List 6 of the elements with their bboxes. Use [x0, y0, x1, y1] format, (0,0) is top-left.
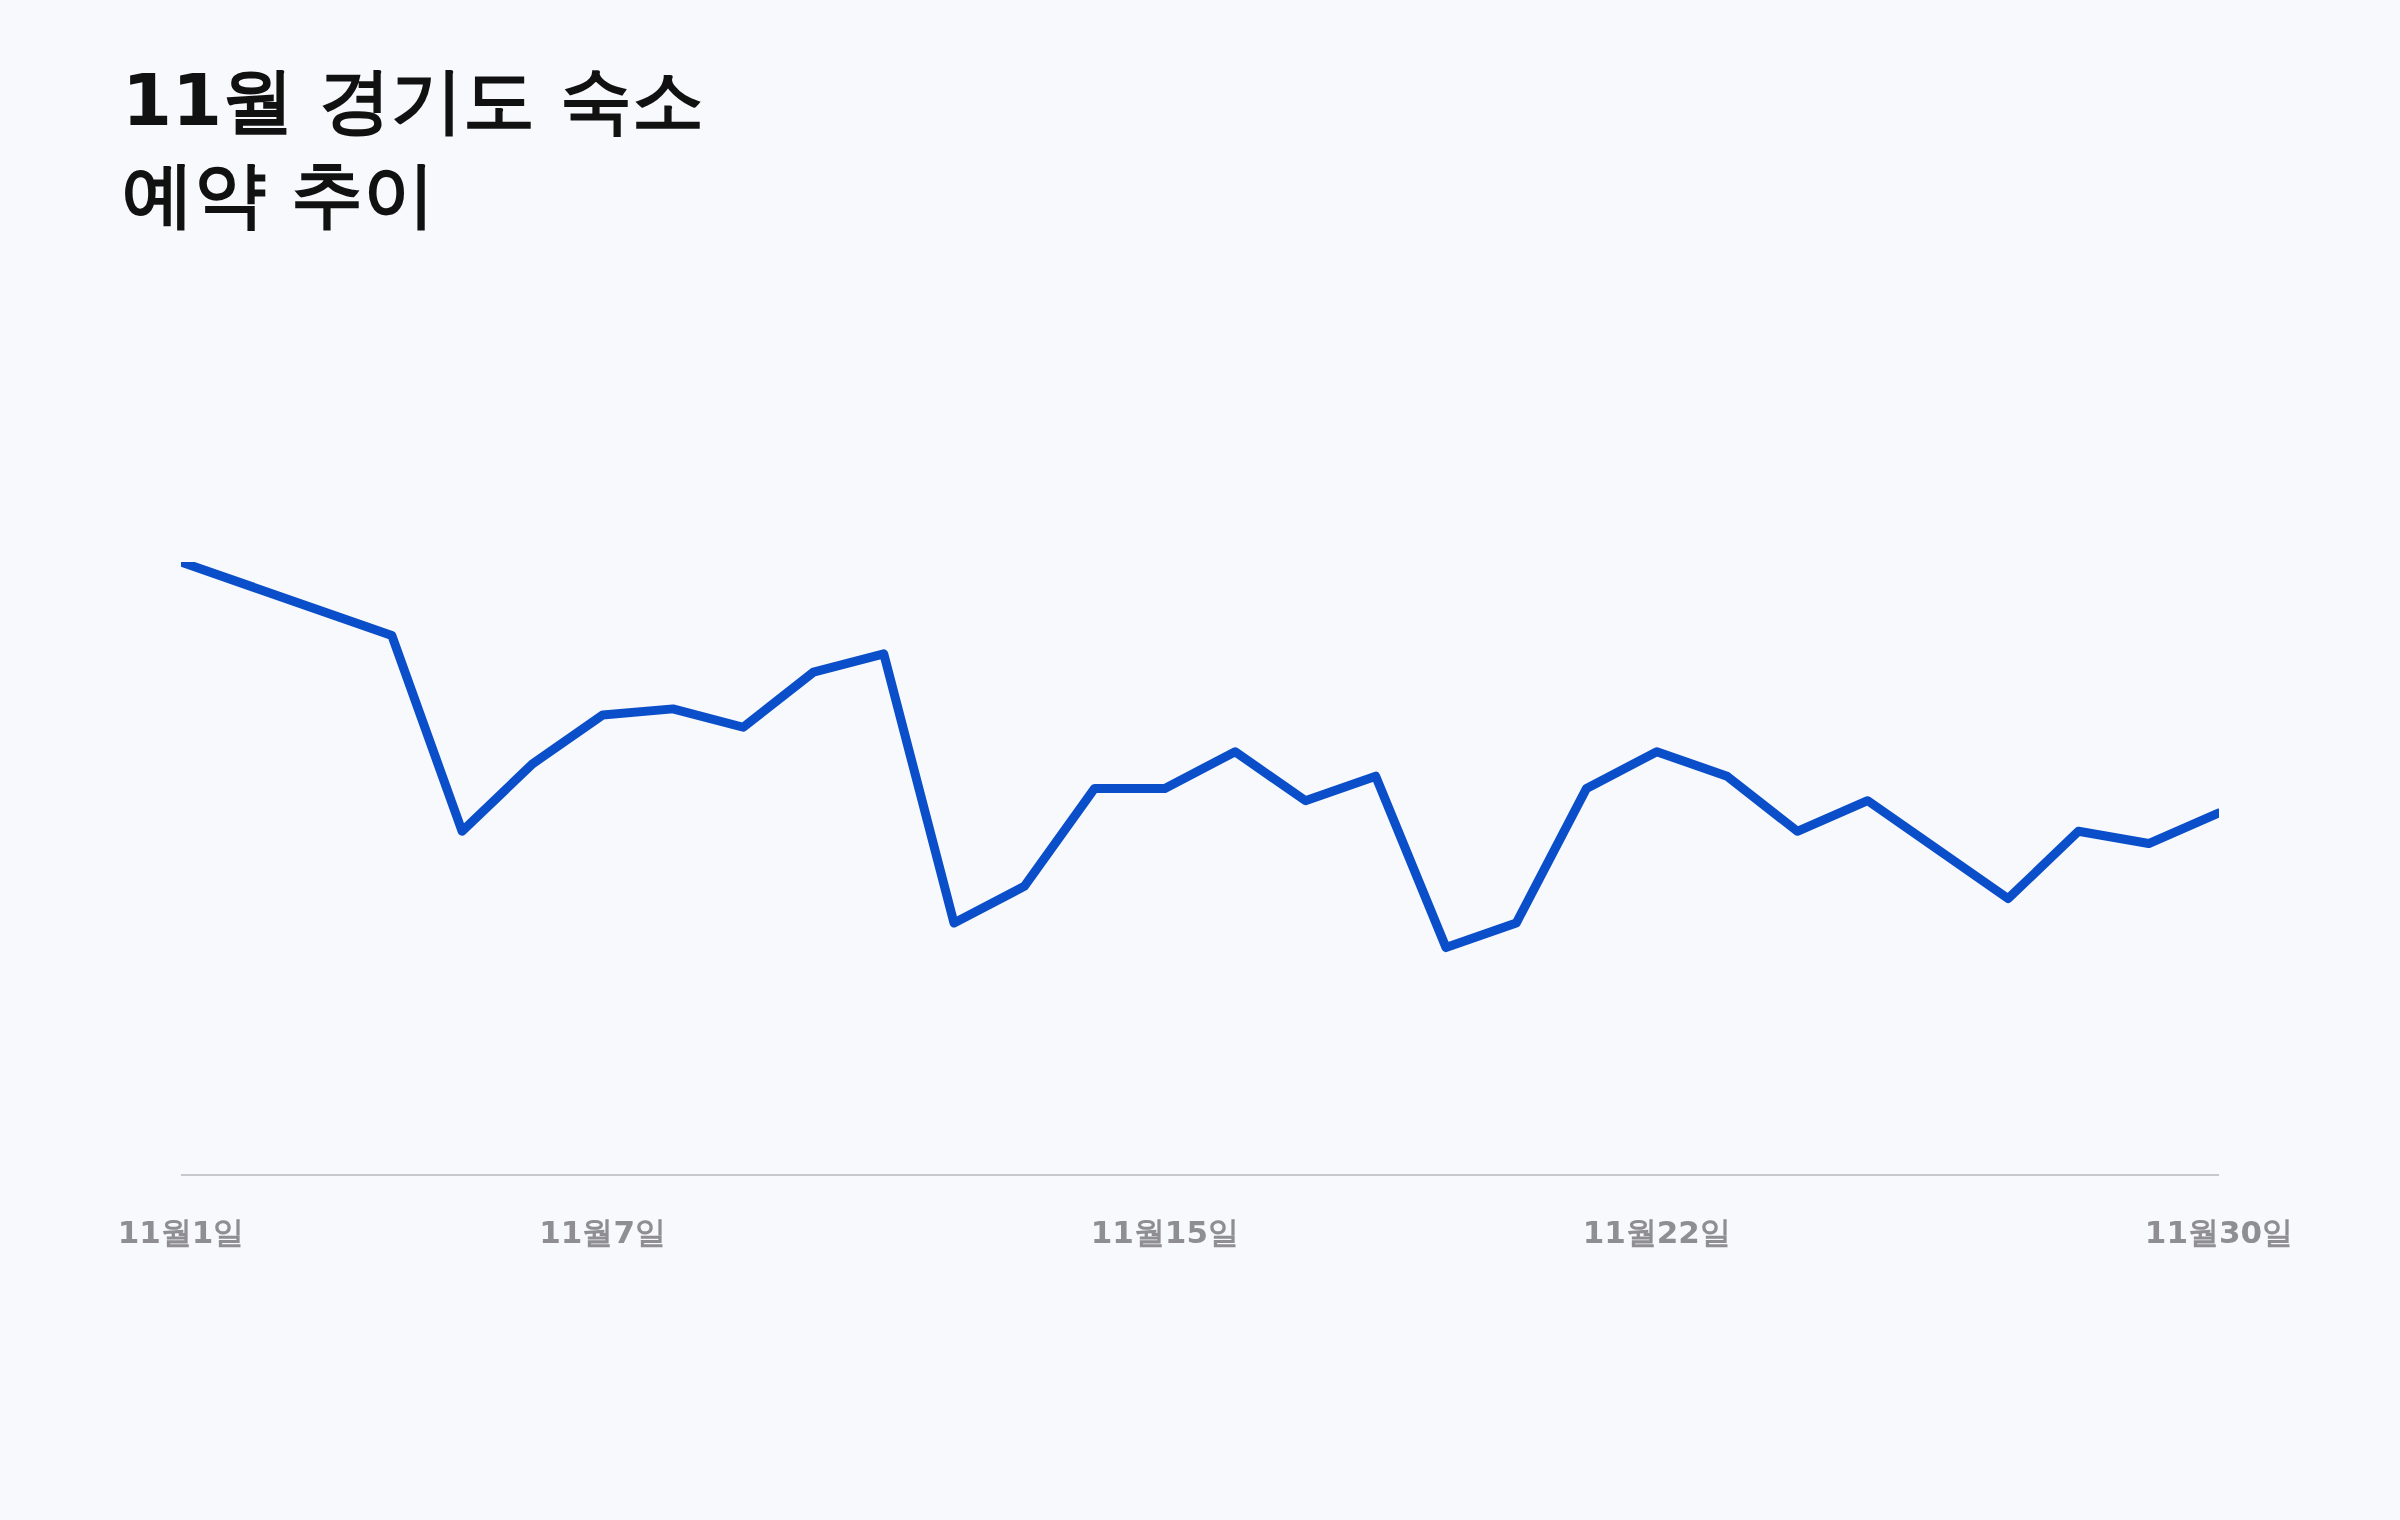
- chart-title: 11월 경기도 숙소 예약 추이: [122, 58, 705, 236]
- x-tick-label: 11월30일: [2144, 1214, 2294, 1251]
- x-tick-label: 11월7일: [539, 1214, 667, 1251]
- x-tick-label: 11월1일: [117, 1214, 245, 1251]
- x-tick-label: 11월15일: [1090, 1214, 1239, 1251]
- x-tick-label: 11월22일: [1582, 1214, 1731, 1251]
